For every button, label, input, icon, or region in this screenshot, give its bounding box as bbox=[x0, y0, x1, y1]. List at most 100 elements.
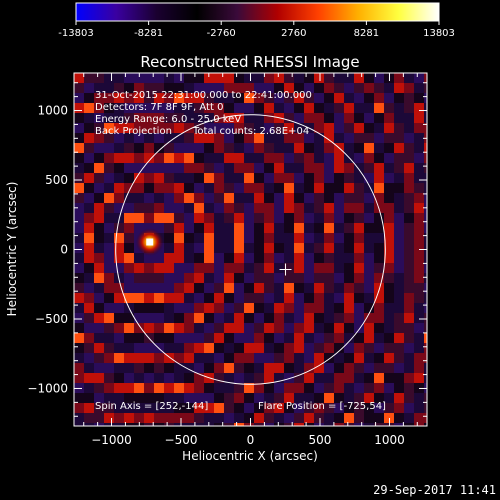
heatmap-cell bbox=[264, 83, 274, 93]
heatmap-cell bbox=[314, 253, 324, 263]
heatmap-cell bbox=[384, 133, 394, 143]
heatmap-cell bbox=[94, 223, 104, 233]
heatmap-cell bbox=[344, 183, 354, 193]
heatmap-cell bbox=[264, 393, 274, 403]
heatmap-cell bbox=[394, 403, 404, 413]
heatmap-cell bbox=[214, 343, 224, 353]
heatmap-cell bbox=[84, 373, 94, 383]
heatmap-cell bbox=[244, 93, 254, 103]
heatmap-cell bbox=[284, 313, 294, 323]
heatmap-cell bbox=[154, 293, 164, 303]
heatmap-cell bbox=[84, 193, 94, 203]
heatmap-cell bbox=[264, 343, 274, 353]
heatmap-cell bbox=[154, 313, 164, 323]
heatmap-cell bbox=[294, 243, 304, 253]
heatmap-cell bbox=[274, 193, 284, 203]
heatmap-cell bbox=[404, 303, 414, 313]
heatmap-cell bbox=[174, 413, 184, 423]
heatmap-cell bbox=[164, 353, 174, 363]
heatmap-cell bbox=[274, 303, 284, 313]
heatmap-cell bbox=[264, 323, 274, 333]
heatmap-cell bbox=[424, 363, 427, 373]
heatmap-cell bbox=[154, 143, 164, 153]
heatmap-cell bbox=[284, 343, 294, 353]
heatmap-cell bbox=[394, 73, 404, 83]
heatmap-cell bbox=[104, 143, 114, 153]
heatmap-cell bbox=[174, 323, 184, 333]
heatmap-cell bbox=[184, 333, 194, 343]
heatmap-cell bbox=[204, 213, 214, 223]
heatmap-cell bbox=[364, 193, 374, 203]
heatmap-cell bbox=[374, 113, 384, 123]
heatmap-cell bbox=[324, 253, 334, 263]
heatmap-cell bbox=[154, 123, 164, 133]
heatmap-cell bbox=[264, 383, 274, 393]
heatmap-cell bbox=[114, 323, 124, 333]
heatmap-cell bbox=[104, 193, 114, 203]
heatmap-cell bbox=[264, 163, 274, 173]
heatmap-cell bbox=[304, 233, 314, 243]
heatmap-cell bbox=[164, 363, 174, 373]
heatmap-cell bbox=[274, 133, 284, 143]
heatmap-cell bbox=[214, 163, 224, 173]
heatmap-cell bbox=[404, 183, 414, 193]
heatmap-cell bbox=[174, 223, 184, 233]
heatmap-cell bbox=[214, 153, 224, 163]
heatmap-cell bbox=[154, 133, 164, 143]
heatmap-cell bbox=[74, 233, 84, 243]
heatmap-cell bbox=[304, 413, 314, 423]
heatmap-cell bbox=[364, 273, 374, 283]
heatmap-cell bbox=[104, 183, 114, 193]
heatmap-cell bbox=[394, 93, 404, 103]
heatmap-cell bbox=[424, 183, 427, 193]
heatmap-cell bbox=[204, 303, 214, 313]
heatmap-cell bbox=[124, 193, 134, 203]
heatmap-cell bbox=[314, 73, 324, 83]
heatmap-cell bbox=[284, 143, 294, 153]
heatmap-cell bbox=[174, 333, 184, 343]
heatmap-cell bbox=[94, 303, 104, 313]
heatmap-cell bbox=[314, 323, 324, 333]
y-tick-label: −1000 bbox=[27, 381, 68, 395]
heatmap-cell bbox=[384, 233, 394, 243]
heatmap-cell bbox=[314, 183, 324, 193]
heatmap-cell bbox=[314, 93, 324, 103]
heatmap-cell bbox=[234, 283, 244, 293]
heatmap-cell bbox=[254, 283, 264, 293]
heatmap-cell bbox=[224, 73, 234, 83]
heatmap-cell bbox=[124, 123, 134, 133]
heatmap-cell bbox=[374, 223, 384, 233]
heatmap-cell bbox=[344, 343, 354, 353]
heatmap-cell bbox=[244, 413, 254, 423]
heatmap-cell bbox=[294, 303, 304, 313]
heatmap-cell bbox=[384, 273, 394, 283]
heatmap-cell bbox=[254, 193, 264, 203]
heatmap-cell bbox=[294, 293, 304, 303]
heatmap-cell bbox=[324, 213, 334, 223]
heatmap-cell bbox=[164, 213, 174, 223]
heatmap-cell bbox=[424, 103, 427, 113]
heatmap-cell bbox=[214, 263, 224, 273]
heatmap-cell bbox=[254, 313, 264, 323]
heatmap-cell bbox=[224, 203, 234, 213]
heatmap-cell bbox=[364, 83, 374, 93]
heatmap-cell bbox=[124, 363, 134, 373]
heatmap-cell bbox=[364, 183, 374, 193]
heatmap-cell bbox=[384, 363, 394, 373]
heatmap-cell bbox=[144, 423, 154, 426]
heatmap-cell bbox=[354, 193, 364, 203]
heatmap-cell bbox=[124, 413, 134, 423]
heatmap-cell bbox=[134, 173, 144, 183]
heatmap-cell bbox=[164, 343, 174, 353]
heatmap-cell bbox=[414, 303, 424, 313]
heatmap-cell bbox=[304, 263, 314, 273]
heatmap-cell bbox=[304, 243, 314, 253]
heatmap-cell bbox=[244, 303, 254, 313]
heatmap-cell bbox=[164, 303, 174, 313]
heatmap-cell bbox=[74, 113, 84, 123]
heatmap-cell bbox=[244, 363, 254, 373]
heatmap-cell bbox=[404, 263, 414, 273]
heatmap-cell bbox=[424, 243, 427, 253]
heatmap-cell bbox=[134, 213, 144, 223]
heatmap-cell bbox=[244, 223, 254, 233]
